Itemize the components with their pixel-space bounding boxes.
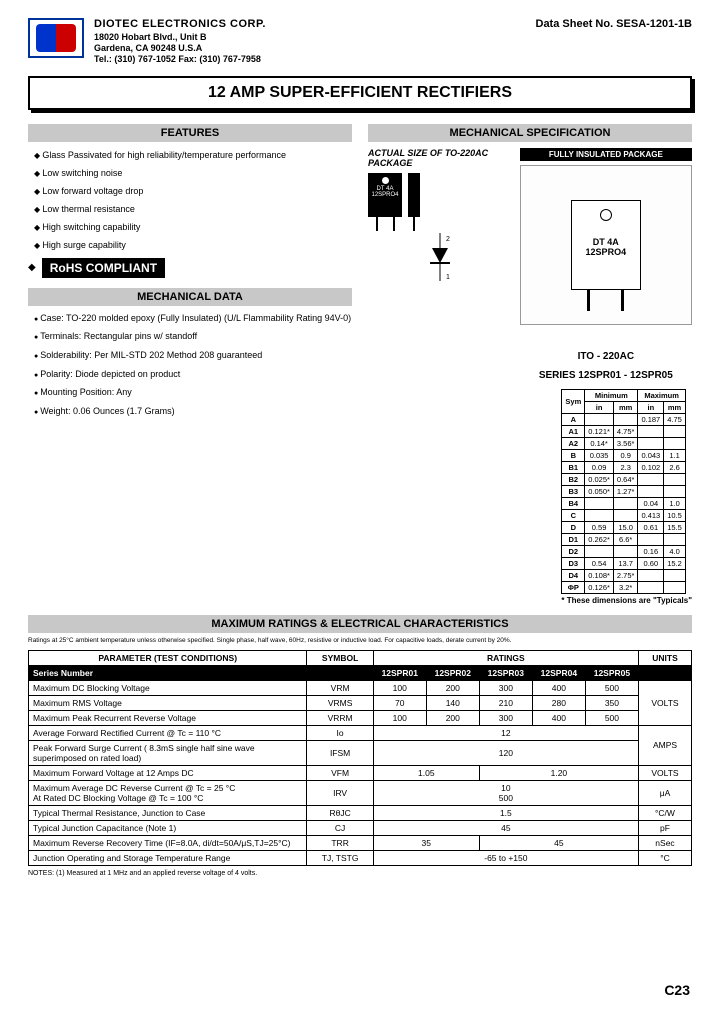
- series-label: SERIES 12SPR01 - 12SPR05: [520, 370, 692, 381]
- drawing-text-1: DT 4A: [593, 237, 619, 247]
- address-line-1: 18020 Hobart Blvd., Unit B: [94, 32, 266, 43]
- maxratings-heading: MAXIMUM RATINGS & ELECTRICAL CHARACTERIS…: [28, 615, 692, 633]
- package-photos: DT 4A 12SPRO4: [368, 173, 512, 217]
- package-front-icon: DT 4A 12SPRO4: [368, 173, 402, 217]
- mechdata-item: Terminals: Rectangular pins w/ standoff: [34, 331, 352, 343]
- features-list: Glass Passivated for high reliability/te…: [28, 150, 352, 250]
- mechdata-item: Mounting Position: Any: [34, 387, 352, 399]
- datasheet-number: Data Sheet No. SESA-1201-1B: [536, 18, 693, 30]
- company-block: DIOTEC ELECTRONICS CORP. 18020 Hobart Bl…: [94, 18, 266, 66]
- feature-item: High switching capability: [34, 222, 352, 232]
- right-column: MECHANICAL SPECIFICATION ACTUAL SIZE OF …: [368, 124, 692, 605]
- package-side-icon: [408, 173, 420, 217]
- mechdata-item: Weight: 0.06 Ounces (1.7 Grams): [34, 406, 352, 418]
- rohs-badge: RoHS COMPLIANT: [42, 258, 165, 278]
- feature-item: Low switching noise: [34, 168, 352, 178]
- contact-line: Tel.: (310) 767-1052 Fax: (310) 767-7958: [94, 54, 266, 65]
- mechdata-item: Polarity: Diode depicted on product: [34, 369, 352, 381]
- mechspec-top: ACTUAL SIZE OF TO-220AC PACKAGE DT 4A 12…: [368, 148, 692, 381]
- left-column: FEATURES Glass Passivated for high relia…: [28, 124, 352, 605]
- dim-table-row: SymMinimumMaximuminmminmmA0.1874.75A10.1…: [368, 389, 692, 605]
- diode-schematic-icon: 21: [410, 233, 470, 283]
- svg-text:1: 1: [446, 274, 450, 281]
- drawing-text-2: 12SPRO4: [586, 247, 627, 257]
- page-number: C23: [664, 982, 690, 998]
- footnote: NOTES: (1) Measured at 1 MHz and an appl…: [28, 870, 692, 877]
- rohs-row: RoHS COMPLIANT: [28, 258, 352, 278]
- mechdata-item: Case: TO-220 molded epoxy (Fully Insulat…: [34, 313, 352, 325]
- ratings-table: PARAMETER (TEST CONDITIONS)SYMBOLRATINGS…: [28, 650, 692, 866]
- mechanical-drawing: DT 4A12SPRO4: [520, 165, 692, 325]
- company-logo: [28, 18, 84, 58]
- ito-label: ITO - 220AC: [520, 351, 692, 362]
- address-line-2: Gardena, CA 90248 U.S.A: [94, 43, 266, 54]
- insulated-badge: FULLY INSULATED PACKAGE: [520, 148, 692, 161]
- mechdata-list: Case: TO-220 molded epoxy (Fully Insulat…: [28, 313, 352, 418]
- feature-item: Low thermal resistance: [34, 204, 352, 214]
- upper-columns: FEATURES Glass Passivated for high relia…: [28, 124, 692, 605]
- feature-item: High surge capability: [34, 240, 352, 250]
- mechdata-item: Solderability: Per MIL-STD 202 Method 20…: [34, 350, 352, 362]
- actual-size-label: ACTUAL SIZE OF TO-220AC PACKAGE: [368, 148, 512, 170]
- mechdata-heading: MECHANICAL DATA: [28, 288, 352, 306]
- pkg-text-2: 12SPRO4: [371, 192, 398, 198]
- feature-item: Glass Passivated for high reliability/te…: [34, 150, 352, 160]
- page-header: DIOTEC ELECTRONICS CORP. 18020 Hobart Bl…: [28, 18, 692, 66]
- ratings-condition-note: Ratings at 25°C ambient temperature unle…: [28, 637, 692, 644]
- features-heading: FEATURES: [28, 124, 352, 142]
- company-name: DIOTEC ELECTRONICS CORP.: [94, 18, 266, 32]
- feature-item: Low forward voltage drop: [34, 186, 352, 196]
- mechspec-heading: MECHANICAL SPECIFICATION: [368, 124, 692, 142]
- page-title: 12 AMP SUPER-EFFICIENT RECTIFIERS: [28, 76, 692, 110]
- dimension-table: SymMinimumMaximuminmminmmA0.1874.75A10.1…: [561, 389, 685, 594]
- svg-text:2: 2: [446, 236, 450, 243]
- dimension-note: * These dimensions are "Typicals": [561, 596, 692, 605]
